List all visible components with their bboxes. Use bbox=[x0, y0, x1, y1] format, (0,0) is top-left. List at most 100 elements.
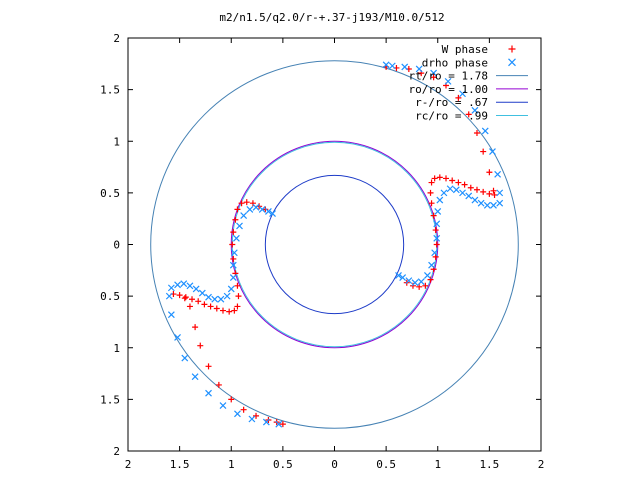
w-phase-point bbox=[461, 181, 468, 188]
w-phase-point bbox=[182, 294, 189, 301]
w-phase-point bbox=[409, 282, 416, 289]
legend-label: rc/ro = .99 bbox=[415, 110, 488, 123]
w-phase-point bbox=[229, 241, 236, 248]
drho-phase-point bbox=[490, 201, 497, 209]
w-phase-point bbox=[490, 187, 497, 194]
drho-phase-point bbox=[430, 69, 438, 77]
w-phase-point bbox=[205, 363, 212, 370]
drho-phase-point bbox=[165, 292, 173, 300]
drho-phase-point bbox=[230, 249, 238, 257]
drho-phase-point bbox=[186, 282, 194, 290]
w-phase-point bbox=[192, 324, 199, 331]
w-phase-point bbox=[253, 412, 260, 419]
w-phase-point bbox=[491, 191, 498, 198]
drho-phase-point bbox=[459, 90, 466, 98]
w-phase-point bbox=[480, 148, 487, 155]
w-phase-point bbox=[433, 241, 440, 248]
drho-phase-point bbox=[494, 170, 502, 178]
drho-phase-point bbox=[496, 189, 504, 197]
w-phase-point bbox=[449, 177, 456, 184]
drho-phase-point bbox=[174, 281, 181, 289]
w-phase-point bbox=[455, 94, 462, 101]
drho-phase-point bbox=[431, 249, 439, 257]
drho-phase-point bbox=[217, 295, 225, 303]
drho-phase-point bbox=[229, 274, 237, 281]
drho-phase-point bbox=[411, 279, 419, 287]
w-phase-point bbox=[215, 381, 222, 388]
drho-phase-point bbox=[223, 292, 231, 300]
drho-phase-point bbox=[181, 354, 189, 362]
drho-phase-point bbox=[167, 284, 175, 292]
drho-phase-point bbox=[205, 293, 212, 301]
w-phase-point bbox=[431, 175, 438, 182]
w-phase-point bbox=[427, 276, 434, 283]
w-phase-point bbox=[231, 307, 238, 314]
reference-circle bbox=[150, 60, 519, 429]
drho-phase-point bbox=[191, 373, 199, 381]
w-phase-point bbox=[243, 199, 250, 206]
drho-phase-point bbox=[232, 234, 240, 242]
drho-phase-point bbox=[382, 61, 390, 69]
w-phase-point bbox=[473, 129, 480, 136]
drho-phase-point bbox=[417, 278, 425, 286]
w-phase-point bbox=[428, 179, 435, 186]
w-phase-point bbox=[455, 179, 462, 186]
w-phase-point bbox=[207, 303, 214, 310]
w-phase-point bbox=[235, 293, 242, 300]
w-phase-point bbox=[473, 186, 480, 193]
w-phase-point bbox=[486, 169, 493, 176]
y-tick-label: 0.5 bbox=[100, 187, 120, 200]
drho-phase-point bbox=[433, 234, 441, 242]
w-phase-point bbox=[234, 282, 241, 289]
w-phase-point bbox=[443, 175, 450, 182]
drho-phase-point bbox=[192, 285, 200, 293]
w-phase-point bbox=[427, 189, 434, 196]
w-phase-point bbox=[428, 200, 435, 207]
w-phase-point bbox=[262, 206, 269, 213]
reference-circle bbox=[231, 141, 438, 348]
w-phase-point bbox=[230, 255, 237, 262]
drho-phase-point bbox=[219, 402, 227, 409]
w-phase-point bbox=[430, 212, 437, 219]
drho-phase-point bbox=[440, 189, 448, 197]
data-points bbox=[165, 61, 504, 428]
drho-phase-point bbox=[275, 420, 283, 428]
legend-label: drho phase bbox=[422, 56, 488, 69]
y-tick-label: 0.5 bbox=[100, 290, 120, 303]
drho-phase-point bbox=[229, 261, 237, 269]
x-tick-label: 1.5 bbox=[479, 458, 499, 471]
w-phase-point bbox=[234, 206, 241, 213]
drho-phase-point bbox=[174, 334, 181, 341]
drho-phase-point bbox=[240, 212, 248, 220]
w-phase-point bbox=[226, 308, 233, 315]
w-phase-point bbox=[213, 305, 220, 312]
drho-phase-point bbox=[236, 222, 243, 230]
w-phase-point bbox=[238, 200, 245, 207]
y-tick-label: 1 bbox=[113, 135, 120, 148]
drho-phase-point bbox=[258, 205, 266, 213]
w-phase-point bbox=[508, 45, 516, 53]
x-tick-label: 1 bbox=[434, 458, 441, 471]
w-phase-point bbox=[228, 396, 235, 403]
drho-phase-point bbox=[269, 210, 276, 217]
x-tick-label: 2 bbox=[538, 458, 545, 471]
drho-phase-point bbox=[452, 186, 460, 194]
drho-phase-point bbox=[246, 205, 254, 213]
drho-phase-point bbox=[444, 77, 452, 85]
w-phase-point bbox=[176, 292, 183, 299]
w-phase-point bbox=[186, 303, 193, 310]
drho-phase-point bbox=[180, 280, 188, 288]
reference-circle bbox=[264, 174, 405, 315]
y-tick-label: 0 bbox=[113, 239, 120, 252]
w-phase-point bbox=[234, 303, 241, 310]
w-phase-point bbox=[201, 301, 208, 308]
y-tick-label: 2 bbox=[113, 445, 120, 458]
w-phase-point bbox=[230, 229, 237, 236]
w-phase-point bbox=[195, 298, 202, 305]
drho-phase-point bbox=[227, 285, 235, 293]
drho-phase-point bbox=[234, 410, 241, 418]
w-phase-point bbox=[240, 406, 247, 413]
legend-label: rt/ro = 1.78 bbox=[409, 70, 488, 83]
w-phase-point bbox=[249, 200, 256, 207]
